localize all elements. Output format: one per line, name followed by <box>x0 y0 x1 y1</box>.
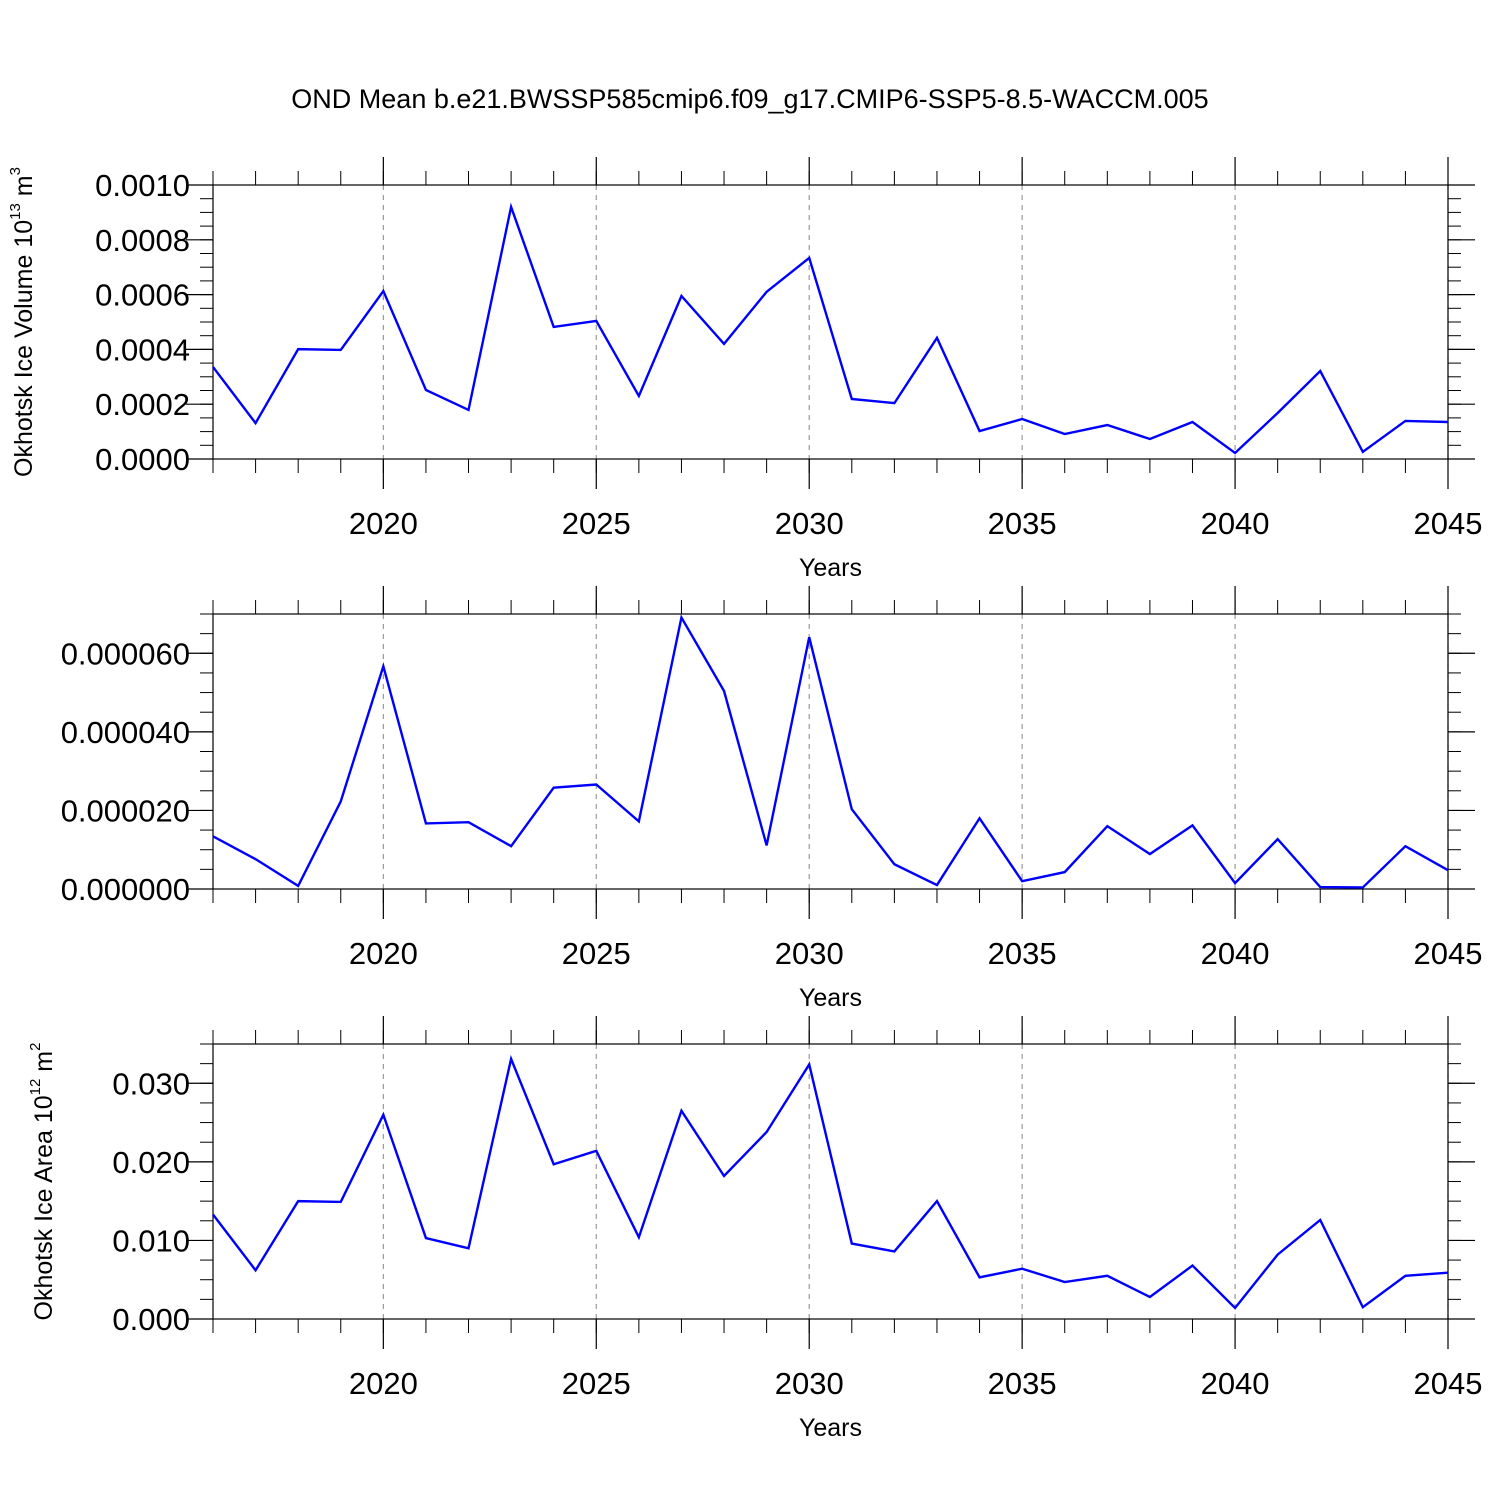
x-tick-label: 2025 <box>562 936 631 971</box>
x-axis-label: Years <box>799 1414 862 1442</box>
y-tick-label: 0.0000 <box>95 442 190 477</box>
x-tick-label: 2045 <box>1414 506 1483 541</box>
x-axis-label: Years <box>799 554 862 582</box>
y-tick-label: 0.010 <box>112 1223 190 1258</box>
x-tick-label: 2030 <box>775 936 844 971</box>
data-line <box>212 1054 1449 1310</box>
x-axis-label: Years <box>799 984 862 1012</box>
data-line <box>212 614 1449 889</box>
x-tick-label: 2040 <box>1201 506 1270 541</box>
data-line <box>212 202 1449 455</box>
x-tick-label: 2030 <box>775 506 844 541</box>
y-label-exponent: 12 <box>27 1079 44 1096</box>
y-tick-label: 0.000060 <box>61 636 190 671</box>
y-tick-label: 0.000 <box>112 1302 190 1337</box>
chart-title: OND Mean b.e21.BWSSP585cmip6.f09_g17.CMI… <box>291 84 1208 114</box>
plot-frame <box>212 184 1449 460</box>
y-tick-label: 0.0008 <box>95 223 190 258</box>
x-tick-label: 2020 <box>349 1366 418 1401</box>
plot-frame <box>212 1043 1449 1320</box>
x-tick-label: 2025 <box>562 1366 631 1401</box>
x-tick-label: 2040 <box>1201 1366 1270 1401</box>
y-label-exponent: 2 <box>27 1043 44 1051</box>
x-tick-label: 2035 <box>988 1366 1057 1401</box>
plot-frame <box>212 613 1449 890</box>
y-tick-label: 0.0010 <box>95 168 190 203</box>
x-tick-label: 2020 <box>349 506 418 541</box>
x-tick-label: 2040 <box>1201 936 1270 971</box>
x-tick-label: 2030 <box>775 1366 844 1401</box>
y-tick-label: 0.0004 <box>95 332 190 367</box>
y-axis-label: Okhotsk Ice Volume 1013 m3 <box>7 167 38 477</box>
y-tick-label: 0.000000 <box>61 872 190 907</box>
y-label-text: m <box>30 1051 58 1079</box>
y-tick-label: 0.030 <box>112 1066 190 1101</box>
y-label-exponent: 13 <box>7 203 24 220</box>
y-label-text: m <box>10 175 38 203</box>
y-tick-label: 0.000020 <box>61 793 190 828</box>
x-tick-label: 2020 <box>349 936 418 971</box>
y-tick-label: 0.0002 <box>95 387 190 422</box>
y-tick-label: 0.000040 <box>61 715 190 750</box>
y-tick-label: 0.020 <box>112 1145 190 1180</box>
x-tick-label: 2035 <box>988 936 1057 971</box>
x-tick-label: 2025 <box>562 506 631 541</box>
x-tick-label: 2045 <box>1414 1366 1483 1401</box>
y-label-exponent: 3 <box>7 167 24 175</box>
y-tick-label: 0.0006 <box>95 278 190 313</box>
y-label-text: Okhotsk Ice Volume 10 <box>10 220 38 477</box>
y-axis-label: Okhotsk Ice Area 1012 m2 <box>27 1043 58 1321</box>
x-tick-label: 2045 <box>1414 936 1483 971</box>
x-tick-label: 2035 <box>988 506 1057 541</box>
y-label-text: Okhotsk Ice Area 10 <box>30 1095 58 1320</box>
